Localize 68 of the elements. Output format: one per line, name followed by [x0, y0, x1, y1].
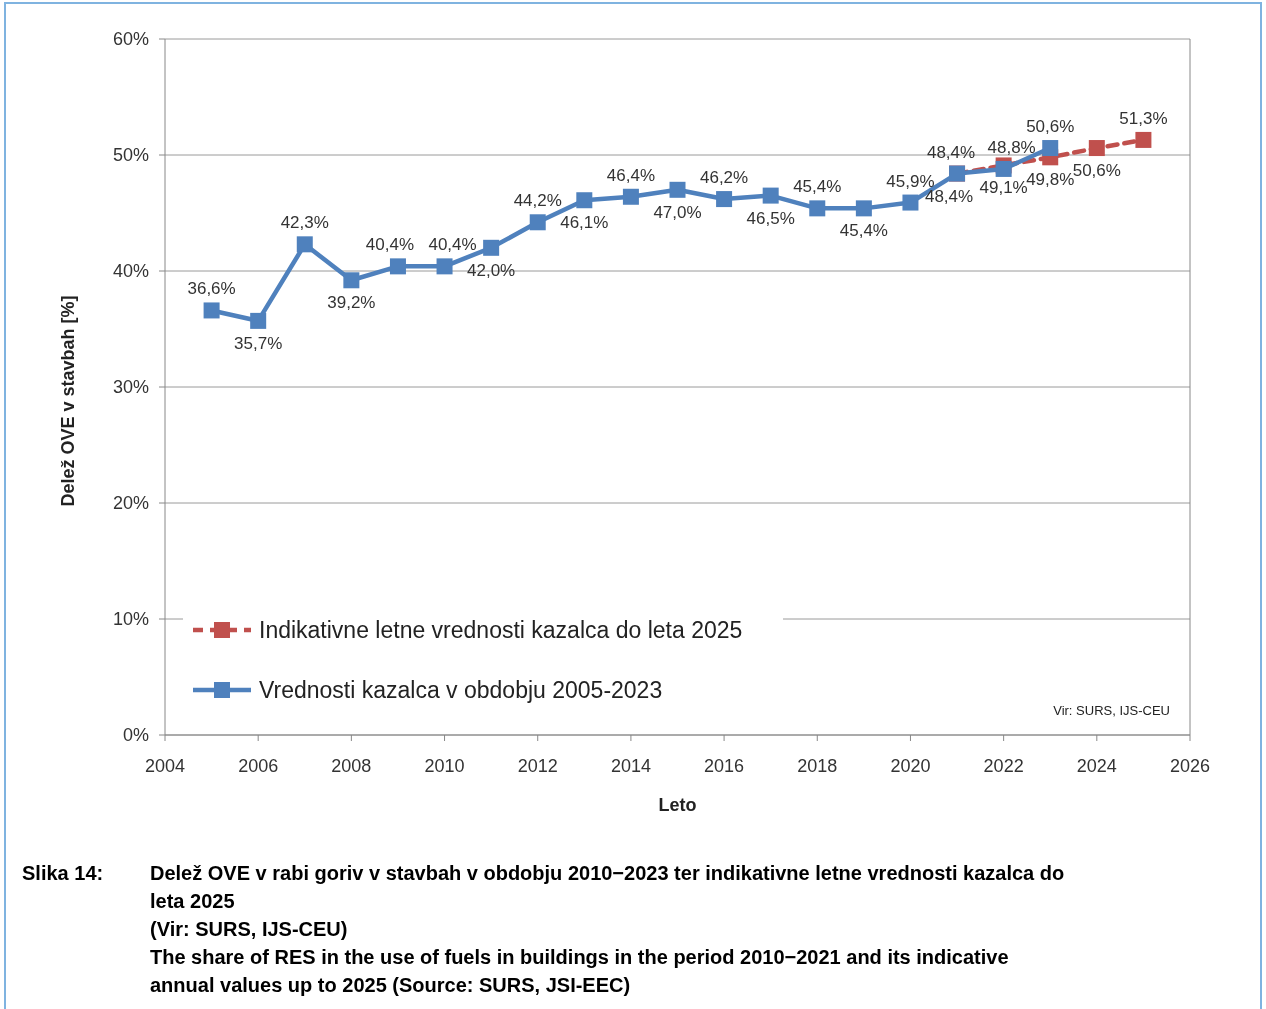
data-label: 50,6% — [1026, 117, 1075, 137]
x-tick-label: 2014 — [610, 756, 651, 776]
point — [1042, 140, 1059, 157]
point — [296, 236, 313, 253]
data-label: 42,3% — [280, 213, 329, 233]
text: The share of RES in the use of fuels in buildings in the period 2010−2021 and its indicative annual values up to 2025 (Source: SURS, JSI-EEC) — [150, 946, 1009, 996]
x-tick-label: 2006 — [238, 756, 279, 776]
data-label: 47,0% — [653, 202, 702, 222]
data-label: 48,4% — [926, 142, 976, 162]
data-label: 45,4% — [793, 177, 842, 197]
y-tick-label: 40% — [112, 261, 149, 281]
point — [203, 302, 220, 319]
point — [389, 258, 406, 275]
data-label: 49,8% — [1026, 170, 1075, 190]
y-axis-title: Delež OVE v stavbah [%] — [58, 295, 78, 507]
data-label: 46,1% — [560, 213, 609, 233]
data-label: 36,6% — [187, 279, 236, 299]
point — [669, 181, 686, 198]
point — [762, 187, 779, 204]
point — [855, 200, 872, 217]
x-tick-label: 2020 — [890, 756, 931, 776]
legend-label: Vrednosti kazalca v obdobju 2005-2023 — [259, 677, 663, 703]
y-tick-label: 30% — [112, 377, 149, 397]
data-label: 44,2% — [513, 191, 562, 211]
point — [622, 188, 639, 205]
y-tick-label: 60% — [112, 29, 149, 49]
data-label: 39,2% — [327, 293, 376, 313]
x-tick-label: 2024 — [1076, 756, 1117, 776]
point — [576, 192, 593, 209]
text: (Vir: SURS, IJS-CEU) — [150, 918, 348, 940]
x-tick-label: 2026 — [1169, 756, 1211, 776]
x-tick-label: 2012 — [517, 756, 558, 776]
data-label: 49,1% — [979, 178, 1028, 198]
data-label: 40,4% — [365, 235, 415, 255]
data-label: 35,7% — [234, 333, 283, 353]
text: Slika 14: — [22, 862, 104, 884]
point — [250, 312, 267, 329]
point — [1088, 140, 1105, 157]
y-tick-label: 10% — [112, 609, 149, 629]
annotation: Vir: SURS, IJS-CEU — [1053, 703, 1170, 718]
point — [483, 239, 500, 256]
data-label: 48,8% — [987, 137, 1036, 157]
text: Delež OVE v rabi goriv v stavbah v obdobju 2010−2023 ter indikativne letne vrednosti kazalca do leta 2025 — [150, 862, 1065, 912]
point — [902, 194, 919, 211]
y-tick-label: 0% — [122, 725, 149, 745]
y-tick-label: 20% — [112, 493, 149, 513]
x-tick-label: 2022 — [983, 756, 1024, 776]
data-label: 42,0% — [467, 260, 516, 280]
y-tick-label: 50% — [112, 145, 149, 165]
point — [436, 258, 453, 275]
data-label: 46,5% — [746, 208, 795, 228]
point — [1135, 131, 1152, 148]
data-label: 46,4% — [606, 165, 656, 185]
x-tick-label: 2010 — [424, 756, 465, 776]
point — [809, 200, 826, 217]
data-label: 45,4% — [839, 221, 888, 241]
x-tick-label: 2016 — [704, 756, 745, 776]
point — [716, 191, 733, 208]
data-label: 40,4% — [428, 235, 477, 255]
x-axis-title: Leto — [658, 795, 697, 815]
x-tick-label: 2018 — [797, 756, 838, 776]
legend-label: Indikativne letne vrednosti kazalca do leta 2025 — [259, 617, 743, 643]
x-tick-label: 2008 — [331, 756, 372, 776]
data-label: 51,3% — [1119, 108, 1168, 128]
point — [343, 272, 360, 289]
point — [529, 214, 546, 231]
x-tick-label: 2004 — [144, 756, 186, 776]
data-label: 46,2% — [699, 168, 749, 188]
